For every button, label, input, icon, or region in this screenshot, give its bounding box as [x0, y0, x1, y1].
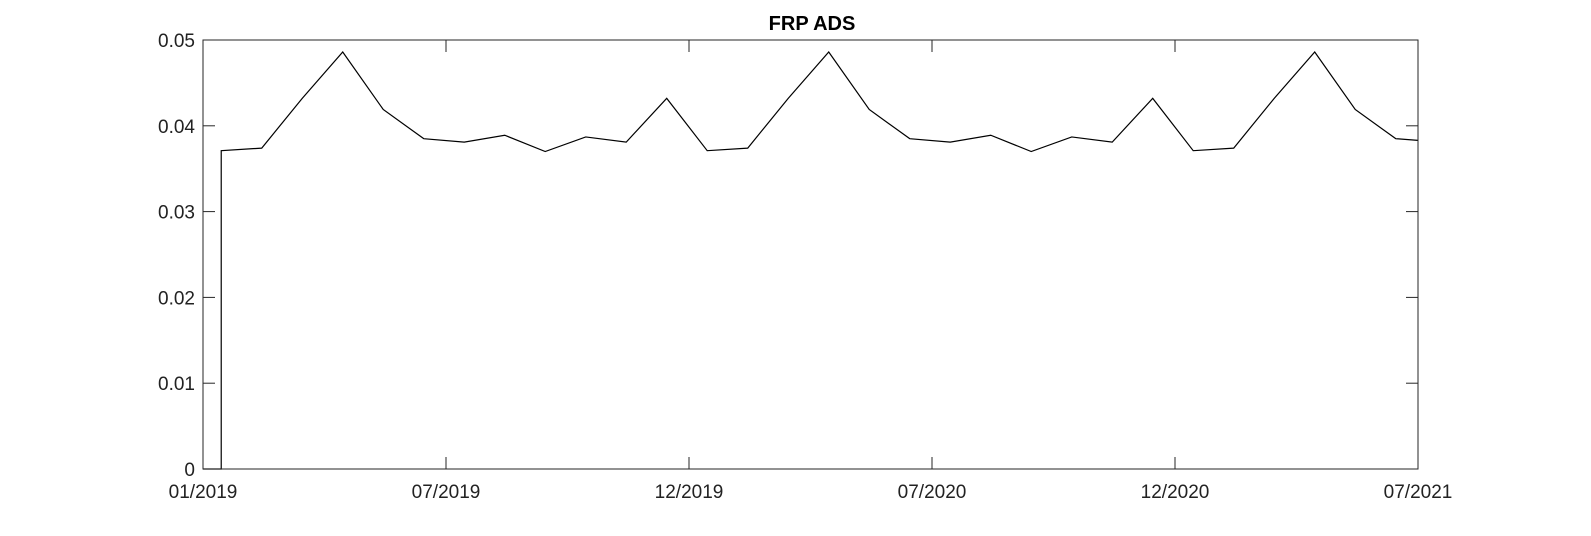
- y-tick-label: 0: [184, 460, 195, 481]
- y-tick-label: 0.01: [158, 374, 195, 395]
- chart-title: FRP ADS: [769, 13, 856, 35]
- series-line: [203, 51, 1419, 470]
- x-tick-label: 12/2019: [655, 482, 724, 503]
- y-tick-label: 0.05: [158, 31, 195, 52]
- x-tick-label: 12/2020: [1141, 482, 1210, 503]
- plot-frame: [202, 39, 1419, 470]
- y-tick-label: 0.02: [158, 288, 195, 309]
- ticks-layer: 0 0.01 0.02 0.03 0.04 0.05 01/2019 07/2019 12/20…: [158, 31, 1452, 503]
- series-layer: [203, 51, 1419, 470]
- x-tick-label: 07/2020: [898, 482, 967, 503]
- y-tick-label: 0.03: [158, 203, 195, 224]
- x-tick-label: 07/2019: [412, 482, 481, 503]
- x-tick-label: 07/2021: [1384, 482, 1453, 503]
- x-tick-label: 01/2019: [169, 482, 238, 503]
- y-tick-label: 0.04: [158, 117, 195, 138]
